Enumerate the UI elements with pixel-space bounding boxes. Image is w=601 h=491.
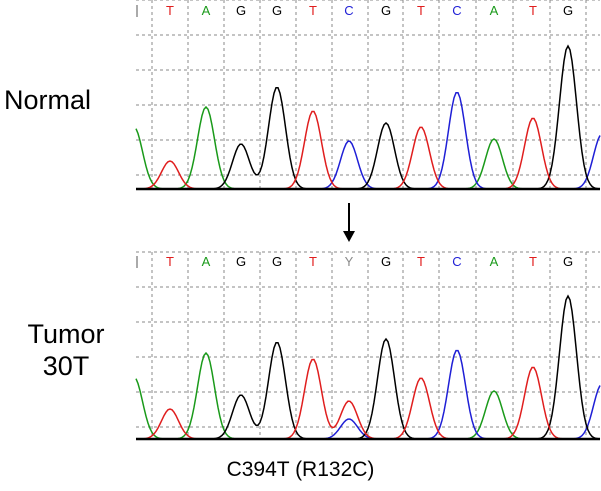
base-call-a: A bbox=[490, 3, 499, 18]
base-call-g: G bbox=[236, 3, 246, 18]
base-call-t: T bbox=[417, 3, 425, 18]
trace-c bbox=[136, 349, 601, 440]
tumor-label-line-1: Tumor bbox=[27, 319, 105, 349]
base-call-t: T bbox=[166, 254, 174, 269]
normal-label-text: Normal bbox=[4, 85, 92, 115]
base-call-g: G bbox=[563, 3, 573, 18]
base-call-g: G bbox=[381, 3, 391, 18]
base-call-g: G bbox=[236, 254, 246, 269]
base-call-a: A bbox=[490, 254, 499, 269]
mutation-caption: C394T (R132C) bbox=[226, 458, 375, 481]
base-call-g: G bbox=[272, 254, 282, 269]
base-call-c: C bbox=[452, 3, 461, 18]
mutation-arrow-icon bbox=[343, 203, 355, 242]
normal-sample-label: Normal bbox=[4, 84, 91, 116]
base-call-a: A bbox=[202, 3, 211, 18]
base-call-g: G bbox=[381, 254, 391, 269]
base-call-t: T bbox=[309, 254, 317, 269]
base-call-t: T bbox=[529, 3, 537, 18]
base-call-t: T bbox=[417, 254, 425, 269]
base-call-t: T bbox=[309, 3, 317, 18]
base-call-a: A bbox=[202, 254, 211, 269]
tumor-label-line-2: 30T bbox=[42, 351, 90, 381]
base-call-t: T bbox=[529, 254, 537, 269]
base-call-g: G bbox=[563, 254, 573, 269]
base-call-t: T bbox=[166, 3, 174, 18]
tumor-sample-label: Tumor 30T bbox=[8, 318, 124, 382]
base-call-c: C bbox=[452, 254, 461, 269]
base-call-g: G bbox=[272, 3, 282, 18]
base-call-y: Y bbox=[345, 254, 354, 269]
base-call-c: C bbox=[344, 3, 353, 18]
